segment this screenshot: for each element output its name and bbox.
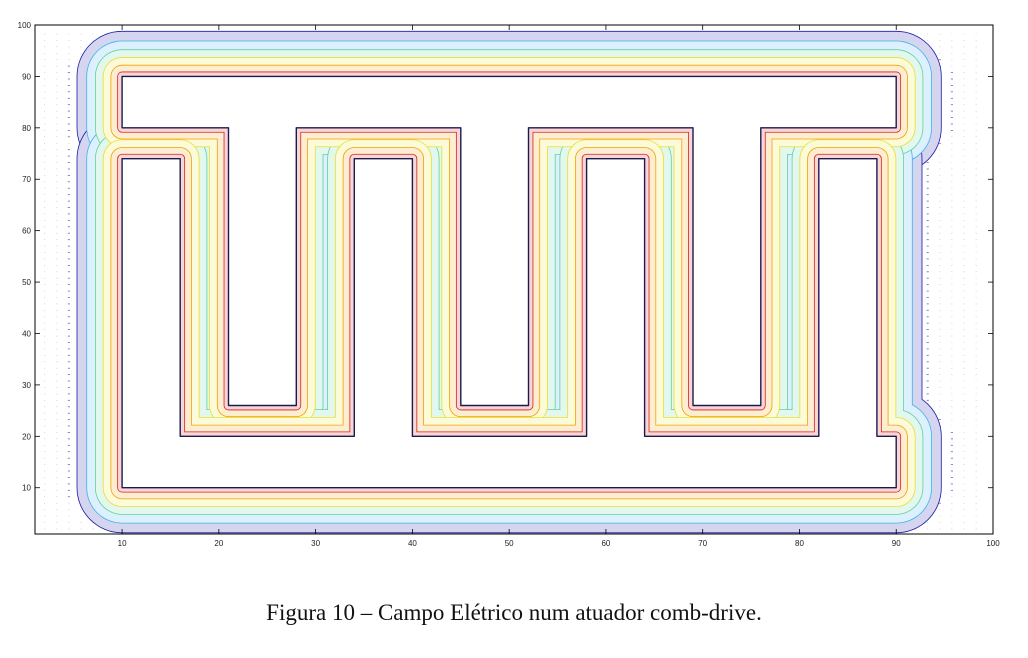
y-axis-ticks: 10 20 30 40 50 60 70 80 90 100 <box>18 21 993 493</box>
x-tick-label: 80 <box>795 539 804 548</box>
y-tick-label: 90 <box>22 72 31 81</box>
electrode-outlines <box>121 75 897 489</box>
x-tick-label: 10 <box>118 539 127 548</box>
y-tick-label: 80 <box>22 124 31 133</box>
y-tick-label: 50 <box>22 278 31 287</box>
x-tick-label: 60 <box>601 539 610 548</box>
electric-field-chart: 10 20 30 40 50 60 70 80 90 100 10 20 30 40 50 60 70 80 90… <box>18 21 1001 548</box>
electrode <box>121 75 897 407</box>
y-tick-label: 60 <box>22 227 31 236</box>
x-tick-label: 20 <box>214 539 223 548</box>
y-tick-label: 10 <box>22 484 31 493</box>
x-axis-ticks: 10 20 30 40 50 60 70 80 90 100 <box>118 25 1000 548</box>
x-tick-label: 90 <box>892 539 901 548</box>
y-tick-label: 30 <box>22 381 31 390</box>
y-tick-label: 100 <box>18 21 32 30</box>
y-tick-label: 40 <box>22 329 31 338</box>
figure-caption: Figura 10 – Campo Elétrico num atuador c… <box>266 600 762 625</box>
x-tick-label: 70 <box>698 539 707 548</box>
x-tick-label: 40 <box>408 539 417 548</box>
y-tick-label: 70 <box>22 175 31 184</box>
x-tick-label: 50 <box>505 539 514 548</box>
x-tick-label: 100 <box>986 539 1000 548</box>
x-tick-label: 30 <box>311 539 320 548</box>
y-tick-label: 20 <box>22 432 31 441</box>
electrode <box>121 158 897 489</box>
